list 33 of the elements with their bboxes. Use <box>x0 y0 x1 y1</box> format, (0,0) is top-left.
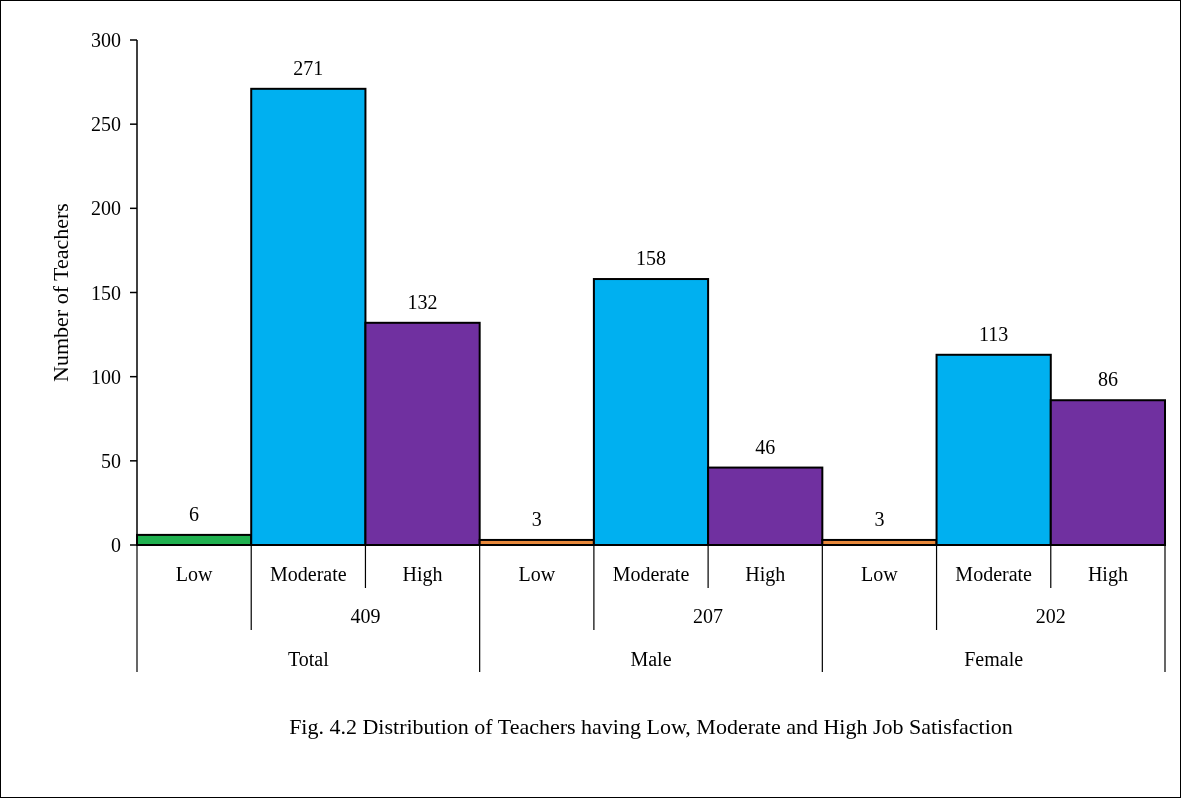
x-tick-label: Low <box>518 563 556 585</box>
text: 409 <box>350 605 381 627</box>
text: Total <box>287 648 330 670</box>
data-label: 86 <box>1097 368 1118 391</box>
x-tick-label: Low <box>861 563 899 585</box>
data-label: 3 <box>531 507 542 530</box>
y-axis-title: Number of Teachers <box>48 203 73 382</box>
x-tick-label: High <box>1087 563 1128 586</box>
y-tick-label: 100 <box>91 365 121 388</box>
data-label: 132 <box>407 290 438 313</box>
y-tick-label: 250 <box>91 113 121 136</box>
data-label: 113 <box>979 322 1009 345</box>
x-tick-label: High <box>745 563 786 586</box>
x-tick-label: Low <box>175 563 213 585</box>
text: Male <box>630 648 672 670</box>
x-tick-label: Moderate <box>955 563 1033 585</box>
x-tick-label: Moderate <box>270 563 347 585</box>
text: Female <box>964 648 1024 670</box>
data-label: 6 <box>189 502 200 525</box>
text: 207 <box>693 605 724 627</box>
y-tick-label: 200 <box>91 197 121 220</box>
y-tick-label: 150 <box>91 281 121 304</box>
data-label: 271 <box>293 56 324 79</box>
text: 202 <box>1035 605 1066 627</box>
y-tick-label: 300 <box>91 29 121 51</box>
y-tick-label: 0 <box>111 534 121 556</box>
data-label: 158 <box>636 247 666 270</box>
x-tick-label: High <box>402 563 443 586</box>
data-label: 46 <box>755 435 776 458</box>
data-label: 3 <box>874 507 885 530</box>
x-tick-label: Moderate <box>612 563 690 585</box>
caption: Fig. 4.2 Distribution of Teachers having Low, Moderate and High Job Satisfaction <box>289 713 1013 739</box>
y-tick-label: 50 <box>101 449 121 472</box>
